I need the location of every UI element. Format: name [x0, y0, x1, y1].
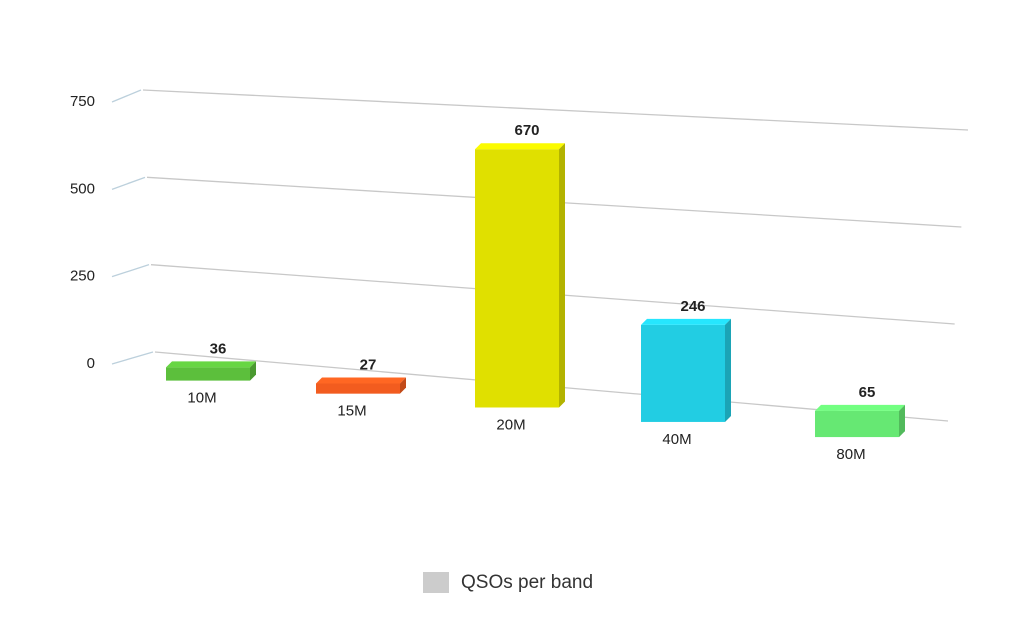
y-tick-label: 250 [70, 268, 95, 285]
legend-swatch [423, 572, 449, 593]
bar-top-face [316, 377, 406, 384]
tick-mark [111, 264, 150, 278]
bar [316, 383, 400, 394]
grid-line [142, 89, 969, 131]
tick-mark [111, 89, 142, 103]
x-tick-label: 40M [662, 431, 691, 448]
value-label: 246 [680, 298, 705, 315]
value-label: 27 [360, 356, 377, 373]
tick-mark [111, 176, 146, 190]
x-tick-label: 20M [496, 416, 525, 433]
bar [641, 324, 725, 422]
y-tick-label: 500 [70, 180, 95, 197]
tick-mark [111, 351, 154, 365]
bar [166, 367, 250, 381]
bar-side-face [250, 361, 256, 381]
x-tick-label: 10M [187, 390, 216, 407]
bar-top-face [475, 143, 565, 150]
bar-top-face [641, 318, 731, 325]
bar-side-face [725, 318, 731, 422]
bar [815, 410, 899, 438]
value-label: 36 [210, 340, 227, 357]
bar-top-face [166, 361, 256, 368]
bar-side-face [400, 377, 406, 394]
bar-top-face [815, 404, 905, 411]
y-tick-label: 0 [87, 355, 95, 372]
bar-side-face [899, 404, 905, 438]
x-tick-label: 80M [836, 446, 865, 463]
value-label: 65 [859, 384, 876, 401]
y-tick-label: 750 [70, 93, 95, 110]
x-tick-label: 15M [337, 403, 366, 420]
legend-label: QSOs per band [461, 572, 593, 593]
value-label: 670 [514, 122, 539, 139]
bar-side-face [559, 143, 565, 408]
bar [475, 149, 559, 408]
